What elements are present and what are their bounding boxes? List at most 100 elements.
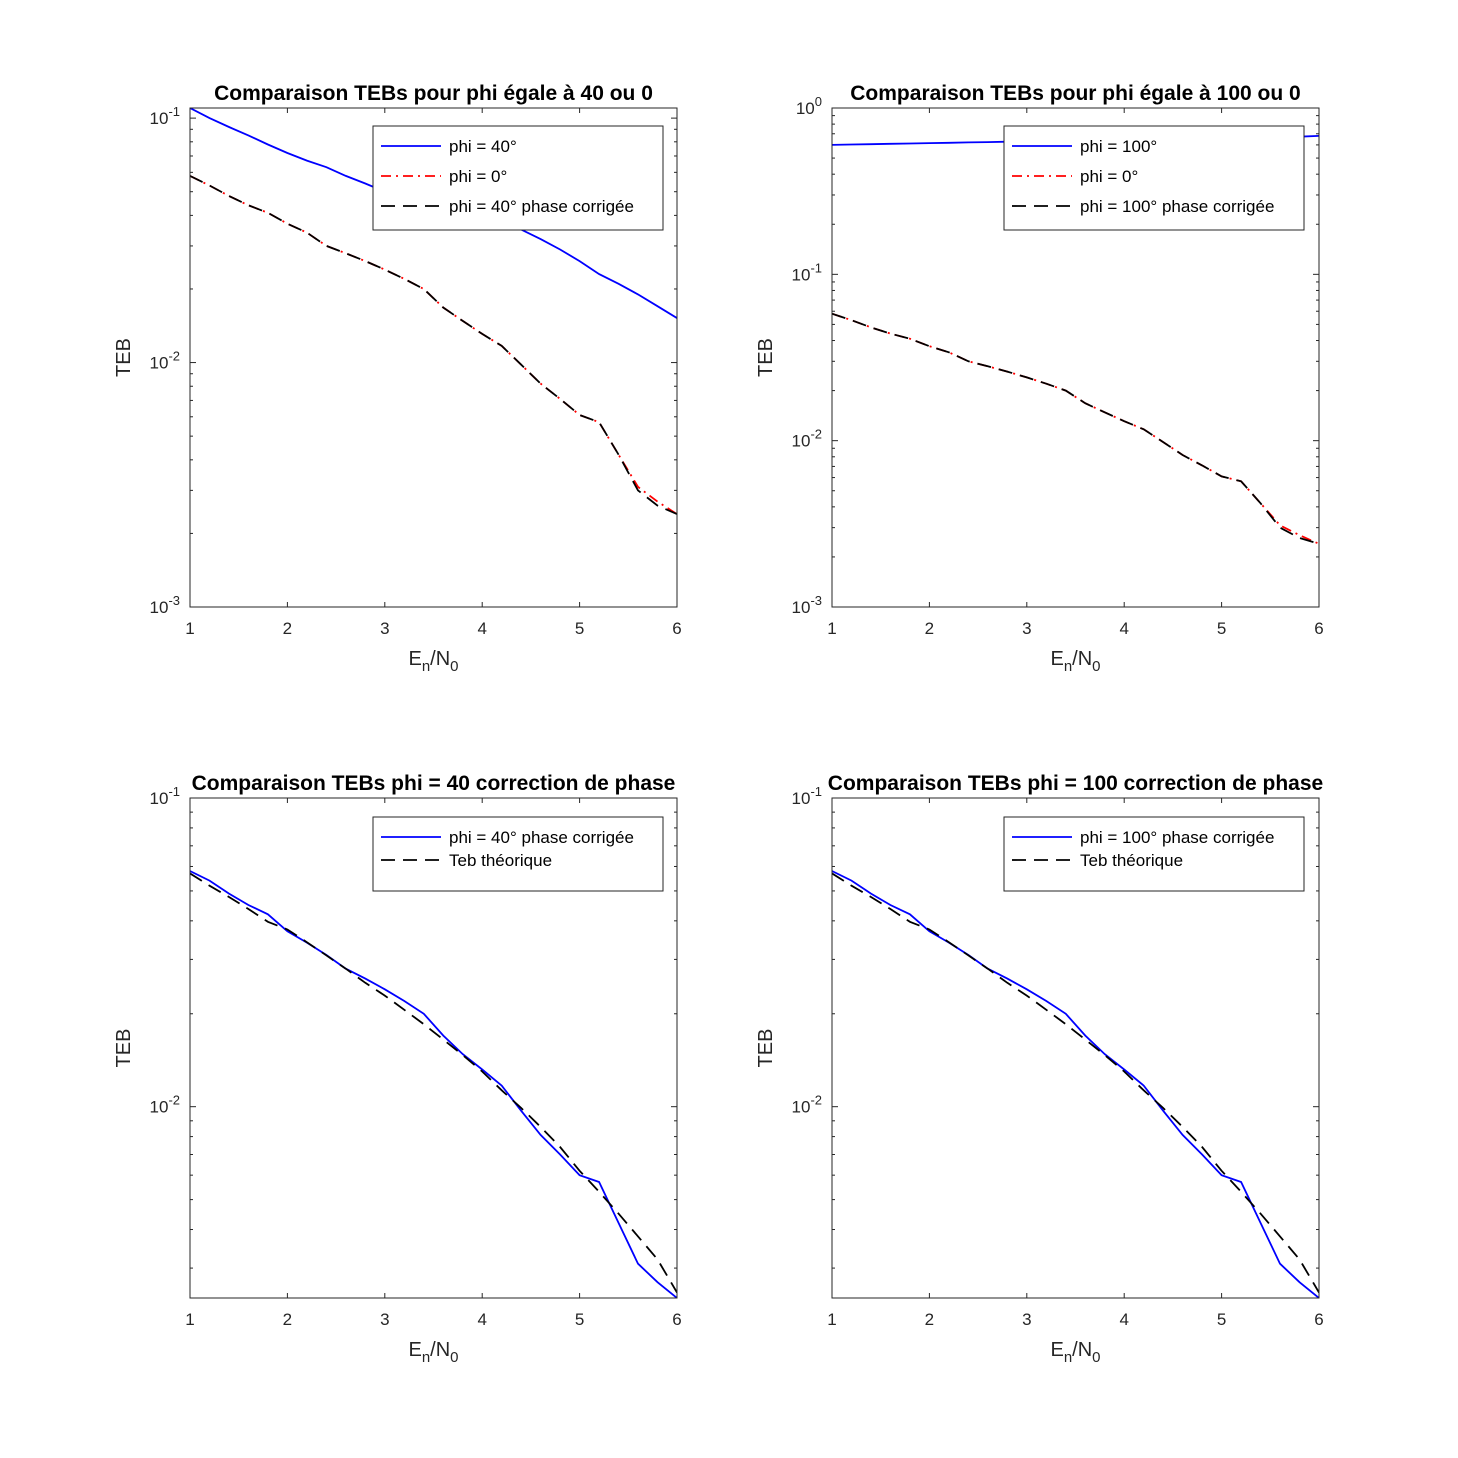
y-tick-exponent: -1 <box>168 104 180 119</box>
y-axis-label: TEB <box>113 1029 135 1068</box>
x-tick-label: 4 <box>1119 1310 1128 1329</box>
x-tick-label: 2 <box>283 619 292 638</box>
x-axis-label: En/N0 <box>408 1339 458 1366</box>
x-label-subscript: 0 <box>1092 1349 1100 1366</box>
legend-label: phi = 40° phase corrigée <box>449 197 634 216</box>
y-axis-label: TEB <box>113 338 135 377</box>
y-tick-base: 10 <box>792 432 811 451</box>
legend-box <box>372 125 664 231</box>
x-label-subscript: n <box>1064 658 1072 675</box>
x-tick-label: 2 <box>925 1310 934 1329</box>
axes-box <box>189 797 678 1299</box>
legend-label: phi = 100° <box>1080 137 1157 156</box>
x-label-part: E <box>1050 648 1063 670</box>
x-tick-label: 6 <box>1314 619 1323 638</box>
x-tick-label: 6 <box>672 619 681 638</box>
legend-label: phi = 100° phase corrigée <box>1080 197 1274 216</box>
x-label-subscript: n <box>422 1349 430 1366</box>
y-tick-exponent: -2 <box>810 1093 822 1108</box>
x-tick-label: 6 <box>1314 1310 1323 1329</box>
x-label-subscript: 0 <box>1092 658 1100 675</box>
y-tick-label: 10-1 <box>792 260 822 284</box>
x-tick-label: 2 <box>283 1310 292 1329</box>
legend-box <box>372 816 664 892</box>
y-axis-label: TEB <box>755 338 777 377</box>
x-label-part: N <box>1078 648 1092 670</box>
y-tick-base: 10 <box>150 354 169 373</box>
y-tick-exponent: -2 <box>810 427 822 442</box>
x-tick-label: 5 <box>1217 1310 1226 1329</box>
x-tick-label: 5 <box>1217 619 1226 638</box>
y-axis-label: TEB <box>755 1029 777 1068</box>
y-tick-label: 10-2 <box>150 349 180 373</box>
x-label-part: / <box>1072 648 1078 670</box>
x-label-part: E <box>408 648 421 670</box>
y-tick-base: 10 <box>150 1098 169 1117</box>
y-tick-base: 10 <box>150 789 169 808</box>
legend-label: phi = 0° <box>1080 167 1138 186</box>
y-tick-label: 10-1 <box>150 104 180 128</box>
y-tick-label: 10-1 <box>792 784 822 808</box>
x-tick-label: 1 <box>185 1310 194 1329</box>
legend-label: phi = 40° <box>449 137 517 156</box>
x-label-part: N <box>436 1339 450 1361</box>
x-label-part: / <box>1072 1339 1078 1361</box>
chart-title: Comparaison TEBs pour phi égale à 100 ou… <box>850 82 1300 105</box>
x-label-subscript: 0 <box>450 1349 458 1366</box>
x-tick-label: 3 <box>1022 619 1031 638</box>
y-tick-label: 10-1 <box>150 784 180 808</box>
legend-label: phi = 40° phase corrigée <box>449 828 634 847</box>
y-tick-base: 10 <box>150 109 169 128</box>
legend-label: phi = 0° <box>449 167 507 186</box>
series-line-3 <box>190 175 677 515</box>
x-tick-label: 2 <box>925 619 934 638</box>
x-label-part: E <box>408 1339 421 1361</box>
y-tick-base: 10 <box>792 1098 811 1117</box>
y-tick-label: 10-3 <box>792 593 822 617</box>
y-tick-label: 100 <box>796 94 822 118</box>
y-tick-base: 10 <box>150 598 169 617</box>
chart-title: Comparaison TEBs phi = 40 correction de … <box>192 772 676 795</box>
y-tick-base: 10 <box>796 99 815 118</box>
axes-box <box>831 107 1320 608</box>
x-tick-label: 5 <box>575 619 584 638</box>
x-label-part: / <box>430 1339 436 1361</box>
legend-label: phi = 100° phase corrigée <box>1080 828 1274 847</box>
x-tick-label: 1 <box>185 619 194 638</box>
y-tick-exponent: -3 <box>810 593 822 608</box>
y-tick-exponent: -2 <box>168 1093 180 1108</box>
series-line-2 <box>190 872 677 1293</box>
x-label-subscript: n <box>1064 1349 1072 1366</box>
x-axis-label: En/N0 <box>1050 1339 1100 1366</box>
y-tick-exponent: -1 <box>810 260 822 275</box>
x-label-part: E <box>1050 1339 1063 1361</box>
y-tick-exponent: -1 <box>810 784 822 799</box>
y-tick-base: 10 <box>792 789 811 808</box>
x-tick-label: 4 <box>477 619 486 638</box>
x-label-part: N <box>1078 1339 1092 1361</box>
y-tick-label: 10-2 <box>792 427 822 451</box>
legend-label: Teb théorique <box>449 851 552 870</box>
x-label-subscript: n <box>422 658 430 675</box>
axes-box <box>831 797 1320 1299</box>
y-tick-label: 10-2 <box>792 1093 822 1117</box>
y-tick-exponent: -2 <box>168 349 180 364</box>
series-line-3 <box>832 312 1319 545</box>
y-tick-exponent: -3 <box>168 593 180 608</box>
x-tick-label: 6 <box>672 1310 681 1329</box>
legend-box <box>1003 125 1305 231</box>
y-tick-exponent: -1 <box>168 784 180 799</box>
y-tick-base: 10 <box>792 265 811 284</box>
x-tick-label: 1 <box>827 619 836 638</box>
chart-title: Comparaison TEBs phi = 100 correction de… <box>828 772 1323 795</box>
x-label-part: / <box>430 648 436 670</box>
y-tick-base: 10 <box>792 598 811 617</box>
series-line-1 <box>832 870 1319 1298</box>
x-axis-label: En/N0 <box>408 648 458 675</box>
y-tick-label: 10-3 <box>150 593 180 617</box>
legend-box <box>1003 816 1305 892</box>
